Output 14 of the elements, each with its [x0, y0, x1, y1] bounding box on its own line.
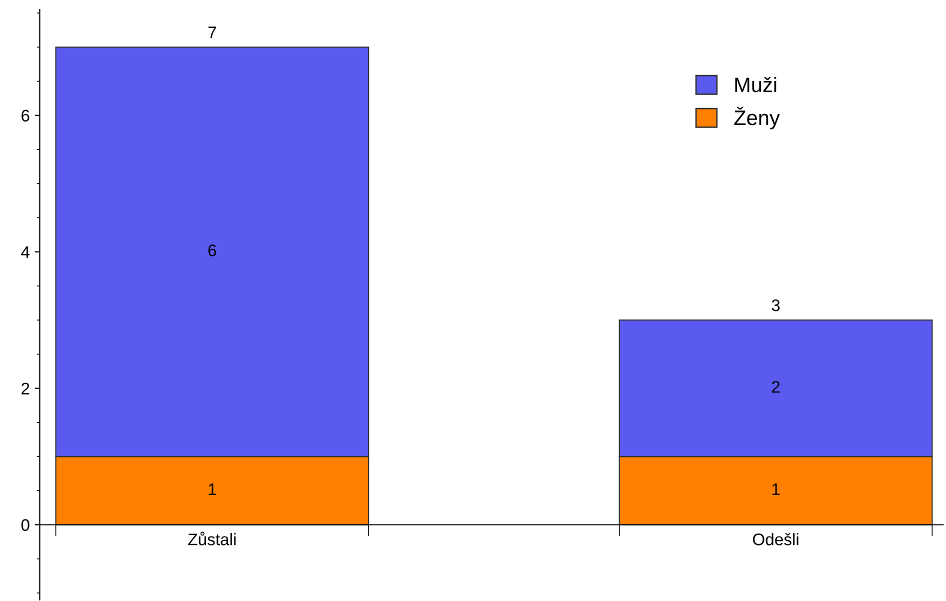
data-label: 1	[772, 483, 780, 495]
total-label: 3	[772, 299, 780, 312]
legend-label: Ženy	[734, 106, 780, 130]
total-label: 7	[208, 26, 216, 38]
data-label: 6	[208, 244, 216, 256]
data-label: 2	[772, 380, 780, 393]
y-tick-label: 2	[22, 382, 30, 394]
y-tick-label: 0	[21, 519, 30, 531]
data-label: 1	[208, 483, 216, 495]
y-tick-label: 6	[22, 110, 30, 122]
x-tick-label: Odešli	[752, 533, 798, 546]
y-tick-label: 4	[21, 246, 30, 258]
x-tick-label: Zůstali	[188, 532, 236, 546]
legend-label: Muži	[735, 76, 776, 92]
